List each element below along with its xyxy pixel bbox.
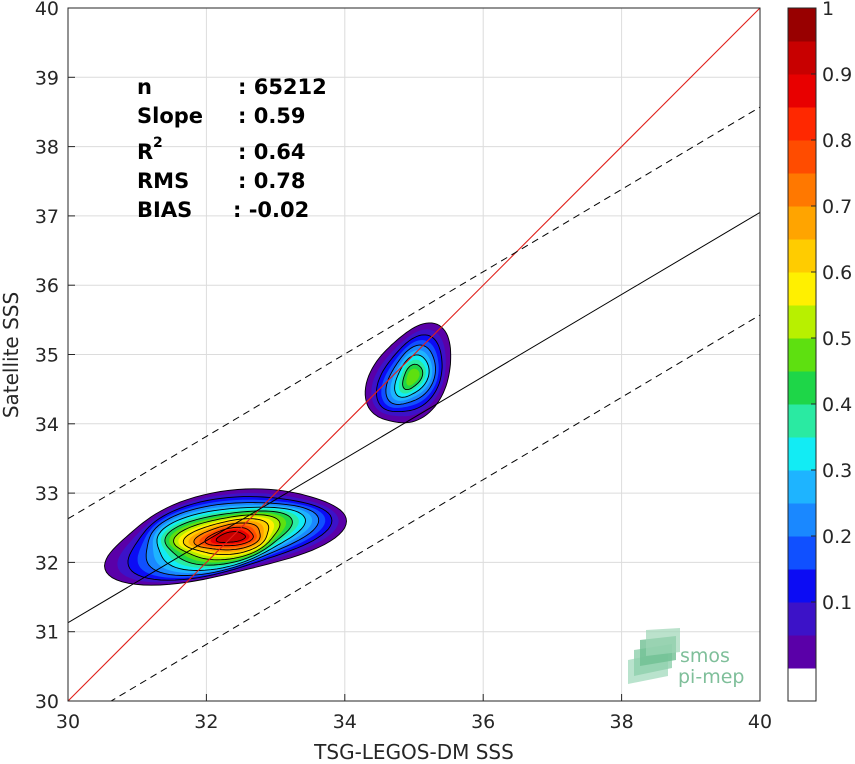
y-tick-label: 30: [35, 691, 59, 713]
fit-upper-bound-line: [68, 106, 760, 520]
colorbar-segment: [788, 41, 816, 75]
y-tick-label: 31: [35, 622, 59, 644]
colorbar-segment: [788, 536, 816, 570]
y-tick-label: 38: [35, 137, 59, 159]
colorbar-segment: [788, 8, 816, 42]
colorbar-segment: [788, 569, 816, 603]
fit-line: [68, 212, 760, 624]
colorbar-segment: [788, 74, 816, 108]
colorbar-segment: [788, 668, 816, 702]
colorbar-tick-label: 0.1: [822, 592, 852, 614]
smos-pi-mep-logo: smos pi-mep: [628, 628, 744, 688]
y-tick-label: 35: [35, 345, 59, 367]
colorbar-tick-label: 0.3: [822, 460, 852, 482]
colorbar-tick-label: 0.4: [822, 394, 852, 416]
x-tick-label: 40: [748, 711, 772, 733]
reference-lines: [68, 8, 760, 701]
colorbar-tick-label: 0.5: [822, 328, 852, 350]
y-axis-ticks: 30 31 32 33 34 35 36 37 38 39 40: [35, 0, 75, 713]
colorbar-tick-label: 1: [822, 0, 834, 20]
stat-rms-label: RMS: [137, 169, 189, 193]
y-tick-label: 37: [35, 206, 59, 228]
colorbar-segment: [788, 503, 816, 537]
colorbar-segment: [788, 635, 816, 669]
colorbar-segment: [788, 404, 816, 438]
density-contours: [104, 322, 452, 586]
identity-line: [68, 8, 760, 701]
x-axis-ticks: 30 32 34 36 38 40: [56, 694, 772, 733]
x-axis-label: TSG-LEGOS-DM SSS: [313, 740, 514, 764]
stat-n-value: : 65212: [238, 75, 327, 99]
logo-waves-icon: [628, 628, 680, 684]
colorbar-tick-label: 0.8: [822, 130, 852, 152]
colorbar-segment: [788, 173, 816, 207]
x-tick-label: 36: [471, 711, 495, 733]
colorbar-segment: [788, 206, 816, 240]
stat-bias-label: BIAS: [137, 198, 192, 222]
y-tick-label: 33: [35, 483, 59, 505]
colorbar-segment: [788, 371, 816, 405]
colorbar-segment: [788, 140, 816, 174]
colorbar-segment: [788, 437, 816, 471]
colorbar-tick-label: 0.9: [822, 64, 852, 86]
colorbar-segment: [788, 272, 816, 306]
colorbar-segment: [788, 338, 816, 372]
stat-n-label: n: [137, 75, 152, 99]
colorbar-segment: [788, 470, 816, 504]
y-tick-label: 34: [35, 414, 59, 436]
x-tick-label: 38: [610, 711, 634, 733]
y-tick-label: 32: [35, 552, 59, 574]
y-tick-label: 40: [35, 0, 59, 20]
x-tick-label: 32: [194, 711, 218, 733]
x-tick-label: 34: [333, 711, 357, 733]
stat-r2-value: : 0.64: [238, 140, 306, 164]
stats-box: n : 65212 Slope : 0.59 R 2 : 0.64 RMS : …: [137, 75, 327, 222]
stat-rms-value: : 0.78: [238, 169, 306, 193]
stat-r2-superscript: 2: [153, 135, 163, 151]
colorbar-tick-label: 0.7: [822, 196, 852, 218]
colorbar-tick-label: 0.6: [822, 262, 852, 284]
logo-line2: pi-mep: [678, 666, 744, 688]
colorbar-frame: [787, 7, 817, 702]
fit-lower-bound-line: [110, 314, 760, 701]
colorbar-segment: [788, 107, 816, 141]
stat-r2-label: R: [137, 140, 153, 164]
y-axis-label: Satellite SSS: [0, 292, 23, 418]
stat-bias-value: : -0.02: [233, 198, 309, 222]
y-tick-label: 39: [35, 67, 59, 89]
colorbar-tick-label: 0.2: [822, 526, 852, 548]
logo-line1: smos: [680, 645, 730, 667]
y-tick-label: 36: [35, 275, 59, 297]
colorbar-segment: [788, 239, 816, 273]
colorbar-segment: [788, 305, 816, 339]
x-tick-label: 30: [56, 711, 80, 733]
stat-slope-value: : 0.59: [238, 104, 306, 128]
stat-slope-label: Slope: [137, 104, 203, 128]
colorbar: 0.1 0.2 0.3 0.4 0.5 0.6 0.7 0.8 0.9 1: [787, 0, 852, 702]
colorbar-segment: [788, 602, 816, 636]
cluster-secondary-level-10: [406, 368, 420, 386]
